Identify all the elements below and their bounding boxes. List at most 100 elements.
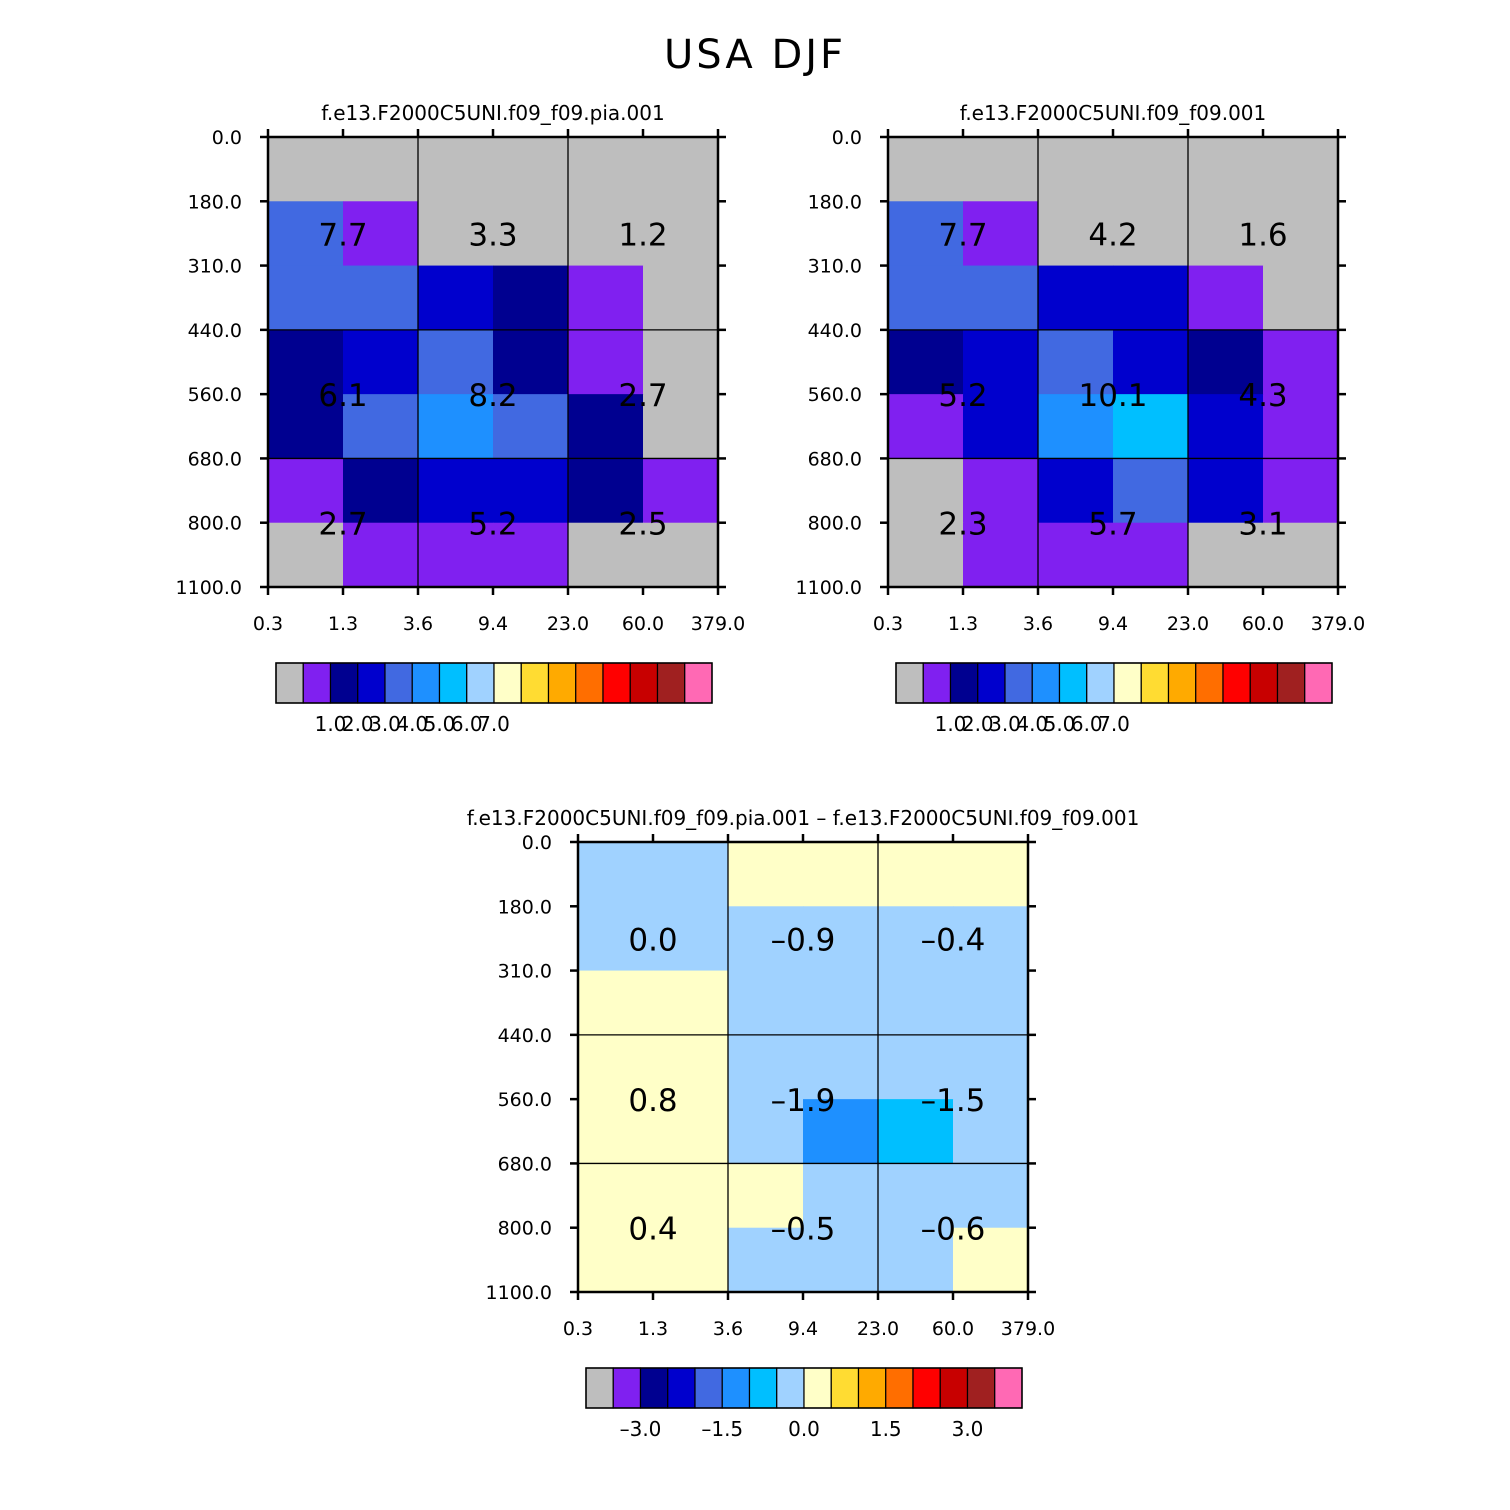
colorbar-swatch <box>329 662 359 704</box>
heatmap-cell <box>343 201 419 267</box>
x-tick-label: 0.3 <box>873 613 903 635</box>
heatmap-cell <box>1188 265 1264 331</box>
heatmap-cell <box>963 201 1039 267</box>
cell-value-label: 7.7 <box>318 217 367 253</box>
colorbar-label: 5.0 <box>1044 712 1076 736</box>
heatmap-cell <box>568 522 644 588</box>
y-tick-label: 680.0 <box>188 448 242 470</box>
colorbar-swatch <box>694 1367 723 1409</box>
colorbar-swatch <box>1276 662 1306 704</box>
x-tick-label: 23.0 <box>1167 613 1209 635</box>
y-tick-label: 800.0 <box>498 1218 552 1240</box>
y-tick-label: 440.0 <box>188 320 242 342</box>
heatmap-cell <box>1038 201 1114 267</box>
colorbar: 1.02.03.04.05.06.07.0 <box>895 662 1333 736</box>
colorbar-swatch <box>939 1367 969 1409</box>
heatmap-cell <box>1263 394 1339 459</box>
colorbar-swatch <box>966 1367 996 1409</box>
cell-value-label: 7.7 <box>938 217 987 253</box>
colorbar-swatch <box>629 662 659 704</box>
heatmap-cell <box>653 1034 729 1100</box>
panel-title: f.e13.F2000C5UNI.f09_f09.pia.001 – f.e13… <box>467 806 1140 830</box>
heatmap-cell <box>1188 137 1264 202</box>
colorbar-swatch <box>1249 662 1279 704</box>
colorbar-swatch <box>949 662 979 704</box>
cell-value-label: 1.6 <box>1238 217 1287 253</box>
colorbar-swatch <box>639 1367 669 1409</box>
panel-2: 0.3 1.3 3.6 9.4 23.0 60.0 379.0 0.0 180.0 310.0 44… <box>796 101 1366 736</box>
colorbar-swatch <box>776 1367 805 1409</box>
colorbar: –3.0 –1.5 0.0 1.5 3.0 <box>585 1367 1023 1441</box>
heatmap-cell <box>953 1163 1029 1229</box>
colorbar-swatch <box>656 662 686 704</box>
heatmap-cell <box>1188 201 1264 267</box>
heatmap-cell <box>268 522 344 588</box>
heatmap-cell <box>568 201 644 267</box>
heatmap-cell <box>1038 265 1114 331</box>
colorbar-label: 1.5 <box>870 1417 902 1441</box>
heatmap-cell <box>343 137 419 202</box>
heatmap-cell <box>1113 522 1189 588</box>
heatmap-cell <box>418 137 494 202</box>
heatmap-cell <box>653 1163 729 1229</box>
heatmap-cell <box>1263 458 1339 524</box>
heatmap-cell <box>418 394 494 459</box>
cell-value-label: 2.7 <box>618 378 667 414</box>
heatmap-cell <box>643 394 719 459</box>
colorbar-swatch <box>302 662 332 704</box>
heatmap-cell <box>1113 137 1189 202</box>
heatmap-cell <box>1038 394 1114 459</box>
x-tick-label: 379.0 <box>691 613 745 635</box>
colorbar-swatch <box>1195 662 1224 704</box>
y-tick-label: 180.0 <box>188 191 242 213</box>
heatmap-cell <box>653 970 729 1036</box>
x-tick-label: 23.0 <box>857 1318 899 1340</box>
cell-value-label: 8.2 <box>468 378 517 414</box>
heatmap-cell <box>1263 265 1339 331</box>
y-tick-label: 1100.0 <box>486 1282 552 1304</box>
cell-value-label: 3.3 <box>468 217 517 253</box>
colorbar-swatch <box>1086 662 1115 704</box>
heatmap-cell <box>728 1163 804 1229</box>
heatmap-cell <box>418 265 494 331</box>
y-tick-label: 680.0 <box>808 448 862 470</box>
heatmap-cell <box>493 265 569 331</box>
colorbar-swatch <box>721 1367 751 1409</box>
colorbar-swatch <box>384 662 413 704</box>
heatmap-cell <box>728 1227 804 1293</box>
heatmap-cell <box>963 329 1039 395</box>
y-tick-label: 310.0 <box>498 961 552 983</box>
heatmap-cell <box>1113 201 1189 267</box>
heatmap-cell <box>953 842 1029 907</box>
heatmap-cell <box>493 458 569 524</box>
cell-value-label: –0.9 <box>771 922 836 958</box>
heatmap-cell <box>888 458 964 524</box>
colorbar-label: 2.0 <box>342 712 374 736</box>
heatmap-cell <box>418 458 494 524</box>
heatmap-cell <box>803 1034 879 1100</box>
heatmap-cell <box>343 394 419 459</box>
colorbar-label: 6.0 <box>451 712 483 736</box>
cell-value-label: 3.1 <box>1238 507 1287 543</box>
heatmap-cell <box>653 842 729 907</box>
heatmap-cell <box>578 1227 654 1293</box>
heatmap-cell <box>728 1034 804 1100</box>
panel-1: 0.3 1.3 3.6 9.4 23.0 60.0 379.0 0.0 180.0 310.0 44… <box>176 101 746 736</box>
colorbar-swatch <box>667 1367 696 1409</box>
colorbar-label: 4.0 <box>396 712 428 736</box>
colorbar-swatch <box>1140 662 1170 704</box>
heatmap-cell <box>953 906 1029 972</box>
heatmap-cell <box>878 906 954 972</box>
cell-value-label: 4.3 <box>1238 378 1287 414</box>
colorbar-frame <box>275 662 713 704</box>
y-tick-label: 310.0 <box>808 256 862 278</box>
y-tick-label: 180.0 <box>808 191 862 213</box>
colorbar-label: 1.0 <box>315 712 347 736</box>
heatmap-cell <box>1113 329 1189 395</box>
cell-value-label: 10.1 <box>1078 378 1147 414</box>
heatmap-cell <box>343 458 419 524</box>
heatmap-cell <box>343 522 419 588</box>
heatmap-cell <box>963 458 1039 524</box>
x-tick-label: 1.3 <box>948 613 978 635</box>
heatmap-cell <box>568 137 644 202</box>
